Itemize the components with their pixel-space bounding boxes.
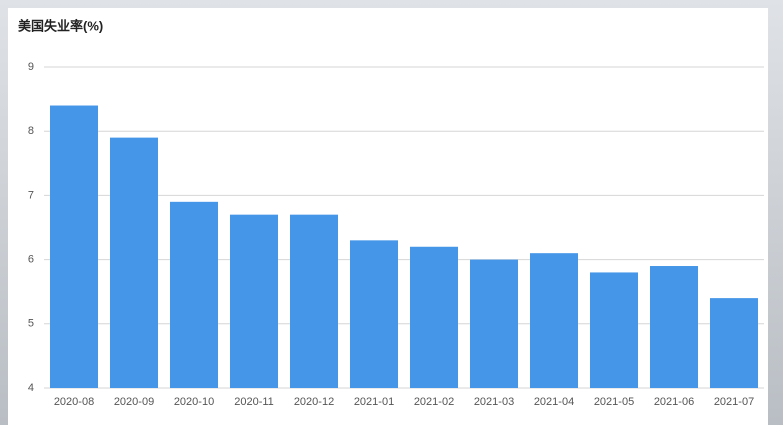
x-tick-label: 2021-03	[474, 396, 514, 408]
y-tick-label: 4	[28, 382, 34, 394]
y-tick-label: 8	[28, 125, 34, 137]
bar	[110, 137, 158, 388]
x-tick-label: 2021-01	[354, 396, 394, 408]
x-tick-label: 2021-02	[414, 396, 454, 408]
bar	[710, 298, 758, 388]
y-tick-label: 7	[28, 189, 34, 201]
y-tick-label: 5	[28, 318, 34, 330]
bar	[230, 214, 278, 388]
x-tick-label: 2020-11	[234, 396, 274, 408]
chart-title: 美国失业率(%)	[18, 18, 103, 33]
x-tick-label: 2020-09	[114, 396, 154, 408]
x-tick-label: 2021-06	[654, 396, 694, 408]
bar	[170, 201, 218, 388]
x-tick-label: 2021-07	[714, 396, 754, 408]
y-tick-label: 6	[28, 254, 34, 266]
bar	[290, 214, 338, 388]
y-tick-label: 9	[28, 61, 34, 73]
x-tick-label: 2020-08	[54, 396, 94, 408]
bar	[650, 266, 698, 388]
bar	[50, 105, 98, 389]
x-tick-label: 2021-04	[534, 396, 574, 408]
x-tick-label: 2021-05	[594, 396, 634, 408]
x-tick-label: 2020-10	[174, 396, 214, 408]
x-tick-label: 2020-12	[294, 396, 334, 408]
bar	[590, 272, 638, 388]
bar	[530, 253, 578, 388]
bar	[470, 259, 518, 388]
bar	[410, 246, 458, 388]
bar	[350, 240, 398, 388]
